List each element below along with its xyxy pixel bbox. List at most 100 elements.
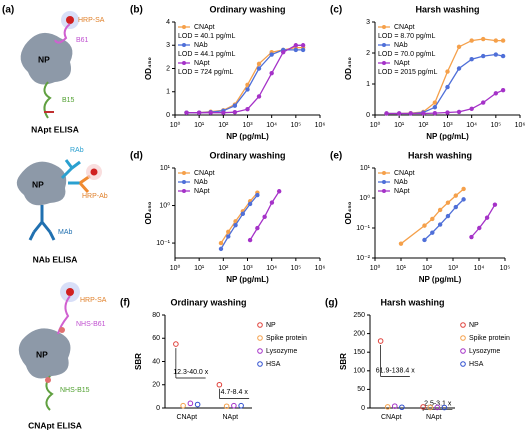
data-point [422, 223, 427, 228]
legend-label: NP [266, 322, 276, 329]
lod-label: LOD = 2015 pg/mL [378, 69, 437, 76]
data-point [293, 47, 299, 53]
y-tick-label: 1 [166, 89, 170, 96]
x-tick-label: NApt [222, 414, 238, 421]
data-point [437, 207, 443, 213]
data-point [500, 88, 506, 93]
x-tick-label: 10⁵ [490, 122, 501, 129]
data-point [187, 400, 194, 407]
y-tick-label: 250 [353, 312, 365, 319]
legend-label: CNApt [394, 170, 415, 177]
data-point [480, 100, 486, 105]
legend-marker [182, 61, 186, 65]
data-point [223, 403, 230, 410]
data-point [477, 225, 482, 231]
legend-marker [182, 43, 186, 47]
data-point [445, 110, 450, 115]
data-point [240, 211, 246, 217]
x-tick-label: 10⁵ [500, 265, 511, 272]
legend-marker [382, 61, 386, 65]
label: NHS-B15 [60, 387, 90, 394]
legend-marker [182, 171, 186, 175]
legend-label: NAb [394, 179, 408, 186]
data-point [269, 200, 275, 205]
data-point [399, 404, 405, 411]
series-line [470, 204, 496, 238]
y-tick-label: 50 [357, 386, 365, 393]
data-point [493, 91, 499, 96]
lod-label: LOD = 8.70 pg/mL [378, 33, 436, 40]
data-point [208, 110, 213, 115]
legend-label: Spike protein [469, 335, 510, 342]
y-tick-label: 10⁰ [159, 201, 170, 209]
data-point [456, 109, 462, 115]
data-point [469, 38, 474, 43]
data-point [216, 381, 223, 388]
data-point [420, 404, 426, 410]
data-point [432, 105, 438, 110]
y-tick-label: 3 [166, 42, 170, 49]
data-point [445, 200, 451, 205]
data-point [173, 341, 179, 347]
data-point [196, 110, 202, 115]
y-tick-label: 0 [366, 112, 370, 119]
data-point [492, 202, 498, 207]
x-tick-label: 10⁶ [315, 265, 326, 272]
chart-title: Ordinary washing [209, 4, 285, 14]
hrp [66, 16, 74, 24]
data-point [441, 404, 448, 411]
legend-label: HSA [266, 361, 281, 368]
y-tick-label: 10⁻¹ [156, 240, 170, 247]
panel-label: (f) [120, 298, 130, 309]
label: NP [36, 349, 48, 359]
label: B15 [62, 97, 75, 104]
chart-title: Harsh washing [408, 150, 472, 160]
panel-label: (c) [330, 5, 342, 16]
data-point [255, 192, 260, 198]
data-point [238, 402, 244, 409]
y-axis-label: OD₄₅₀ [344, 201, 353, 224]
antibody [78, 174, 91, 193]
y-tick-label: 10⁻¹ [356, 225, 370, 232]
label: NHS-B61 [76, 321, 106, 328]
x-tick-label: 10⁵ [290, 122, 301, 129]
label: HRP-Ab [82, 193, 108, 200]
assay-name: NAb ELISA [33, 254, 78, 264]
series-line [386, 89, 504, 115]
legend-marker [257, 322, 263, 328]
data-point [469, 234, 474, 240]
data-point [300, 47, 306, 53]
y-tick-label: 0 [156, 405, 160, 412]
data-point [391, 403, 398, 409]
data-point [262, 214, 267, 220]
data-point [456, 66, 462, 71]
data-point [218, 246, 224, 252]
x-tick-label: 10² [418, 122, 429, 129]
y-tick-label: 4 [166, 19, 170, 26]
x-axis-label: NP (pg/mL) [426, 132, 469, 141]
data-point [461, 186, 466, 192]
x-tick-label: 10³ [242, 265, 253, 272]
x-tick-label: 10⁰ [170, 121, 181, 129]
data-point [480, 36, 486, 42]
legend-label: Lysozyme [266, 348, 297, 355]
data-point [269, 70, 274, 76]
y-tick-label: 20 [152, 382, 160, 389]
legend-marker [182, 25, 186, 29]
legend-label: CNApt [194, 170, 215, 177]
data-point [256, 94, 262, 99]
x-tick-label: 10⁶ [315, 122, 326, 129]
x-tick-label: 10¹ [394, 122, 405, 129]
legend-label: NApt [194, 188, 210, 195]
axis [369, 315, 455, 409]
data-point [484, 215, 490, 220]
legend-marker [460, 348, 466, 354]
data-point [432, 110, 438, 116]
data-point [493, 38, 499, 43]
data-point [427, 404, 434, 411]
chart-title: Ordinary washing [170, 297, 246, 307]
legend-marker [182, 189, 186, 193]
y-tick-label: 2 [366, 50, 370, 57]
legend-marker [382, 43, 386, 47]
